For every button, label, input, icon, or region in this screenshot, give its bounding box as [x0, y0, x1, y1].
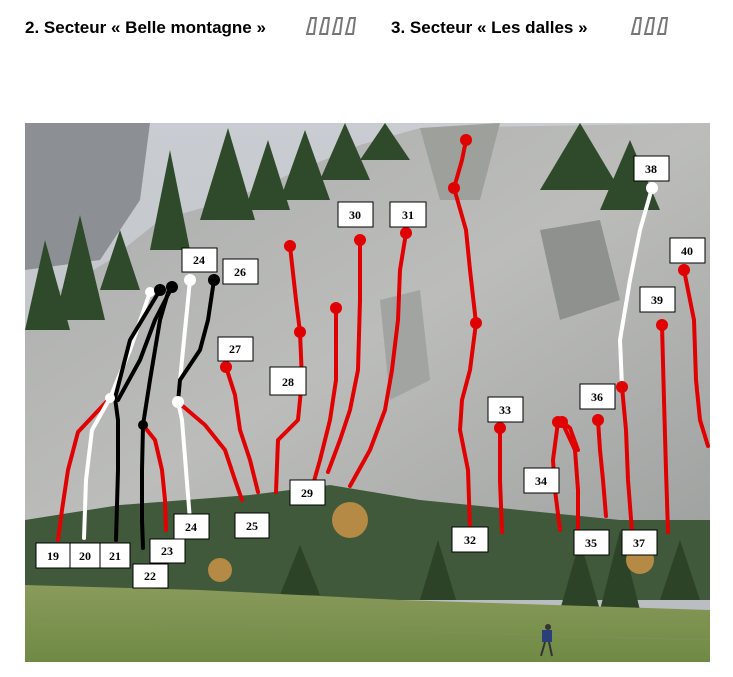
- route-label-25: 25: [234, 512, 270, 539]
- svg-text:32: 32: [464, 533, 476, 547]
- sector-3-title: 3. Secteur « Les dalles »: [391, 18, 588, 37]
- svg-text:33: 33: [499, 403, 511, 417]
- route-label-40: 40: [669, 237, 706, 264]
- route-37: [620, 385, 634, 534]
- route-label-36: 36: [579, 383, 616, 410]
- rock-wall: [25, 123, 710, 560]
- route-20: [82, 290, 152, 540]
- svg-text:25: 25: [246, 519, 258, 533]
- svg-text:23: 23: [161, 544, 173, 558]
- route-label-21: 21: [99, 542, 131, 569]
- svg-text:20: 20: [79, 549, 91, 563]
- distant-mountain: [25, 123, 150, 270]
- route-40: [682, 268, 710, 448]
- svg-text:26: 26: [234, 265, 246, 279]
- svg-text:36: 36: [591, 390, 603, 404]
- carabiner-icon: [630, 17, 669, 35]
- route-33: [498, 426, 504, 534]
- route-label-29: 29: [289, 479, 326, 506]
- route-labels: 19 20 21 22 23 24 24 25 26 27 28 29 30 3…: [35, 155, 706, 589]
- sector-2-grade-icons: [305, 17, 357, 35]
- route-label-27: 27: [217, 336, 254, 362]
- forest-top: [25, 123, 660, 330]
- crag-topo-photo: 19 20 21 22 23 24 24 25 26 27 28 29 30 3…: [25, 123, 710, 662]
- route-label-33: 33: [487, 396, 524, 423]
- svg-text:27: 27: [229, 342, 241, 356]
- route-19: [56, 396, 112, 542]
- svg-text:31: 31: [402, 208, 414, 222]
- route-31: [348, 231, 408, 488]
- route-label-23: 23: [149, 538, 186, 564]
- carabiner-icon: [305, 17, 357, 35]
- route-38: [618, 186, 654, 389]
- svg-text:21: 21: [109, 549, 121, 563]
- route-label-20: 20: [69, 542, 101, 569]
- svg-text:35: 35: [585, 536, 597, 550]
- route-24b: [176, 278, 216, 404]
- svg-text:30: 30: [349, 208, 361, 222]
- svg-text:40: 40: [681, 244, 693, 258]
- sector-2-title: 2. Secteur « Belle montagne »: [25, 18, 266, 37]
- route-label-35: 35: [573, 529, 610, 556]
- route-label-38: 38: [633, 155, 670, 182]
- svg-text:22: 22: [144, 569, 156, 583]
- route-label-26: 26: [222, 258, 259, 285]
- route-label-24-high: 24: [181, 247, 218, 273]
- svg-text:19: 19: [47, 549, 59, 563]
- svg-text:39: 39: [651, 293, 663, 307]
- svg-text:34: 34: [535, 474, 547, 488]
- route-label-24-low: 24: [173, 513, 210, 540]
- route-label-37: 37: [621, 529, 658, 556]
- route-label-39: 39: [639, 286, 676, 313]
- route-label-30: 30: [337, 201, 374, 228]
- route-35: [560, 420, 580, 538]
- route-21: [113, 288, 162, 542]
- svg-text:24: 24: [193, 253, 205, 267]
- route-29: [310, 306, 338, 490]
- route-25: [176, 400, 244, 502]
- route-label-28: 28: [269, 366, 307, 396]
- route-39: [660, 323, 670, 534]
- route-36: [596, 418, 608, 518]
- svg-text:38: 38: [645, 162, 657, 176]
- svg-text:29: 29: [301, 486, 313, 500]
- route-label-22: 22: [132, 563, 169, 589]
- svg-text:37: 37: [633, 536, 645, 550]
- route-label-19: 19: [35, 542, 71, 569]
- sector-3-grade-icons: [630, 17, 669, 35]
- route-label-32: 32: [451, 526, 489, 553]
- svg-text:28: 28: [282, 375, 294, 389]
- svg-text:24: 24: [185, 520, 197, 534]
- hiker-figure: [540, 624, 553, 657]
- route-label-31: 31: [389, 201, 427, 228]
- route-23: [141, 423, 168, 532]
- meadow: [25, 585, 710, 662]
- route-27: [224, 365, 260, 494]
- route-label-34: 34: [523, 467, 560, 494]
- route-30: [326, 238, 362, 474]
